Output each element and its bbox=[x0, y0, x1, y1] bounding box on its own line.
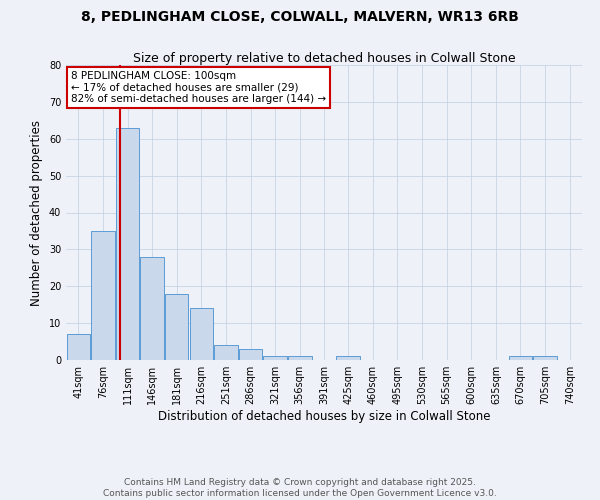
Bar bbox=[140, 257, 164, 360]
Bar bbox=[165, 294, 188, 360]
Bar bbox=[190, 308, 213, 360]
Text: 8, PEDLINGHAM CLOSE, COLWALL, MALVERN, WR13 6RB: 8, PEDLINGHAM CLOSE, COLWALL, MALVERN, W… bbox=[81, 10, 519, 24]
Bar bbox=[239, 349, 262, 360]
Title: Size of property relative to detached houses in Colwall Stone: Size of property relative to detached ho… bbox=[133, 52, 515, 65]
Bar bbox=[67, 334, 90, 360]
Bar bbox=[214, 345, 238, 360]
Bar bbox=[116, 128, 139, 360]
Y-axis label: Number of detached properties: Number of detached properties bbox=[30, 120, 43, 306]
Bar bbox=[509, 356, 532, 360]
Text: 8 PEDLINGHAM CLOSE: 100sqm
← 17% of detached houses are smaller (29)
82% of semi: 8 PEDLINGHAM CLOSE: 100sqm ← 17% of deta… bbox=[71, 71, 326, 104]
Text: Contains HM Land Registry data © Crown copyright and database right 2025.
Contai: Contains HM Land Registry data © Crown c… bbox=[103, 478, 497, 498]
X-axis label: Distribution of detached houses by size in Colwall Stone: Distribution of detached houses by size … bbox=[158, 410, 490, 423]
Bar bbox=[91, 231, 115, 360]
Bar bbox=[263, 356, 287, 360]
Bar bbox=[288, 356, 311, 360]
Bar bbox=[337, 356, 360, 360]
Bar bbox=[533, 356, 557, 360]
